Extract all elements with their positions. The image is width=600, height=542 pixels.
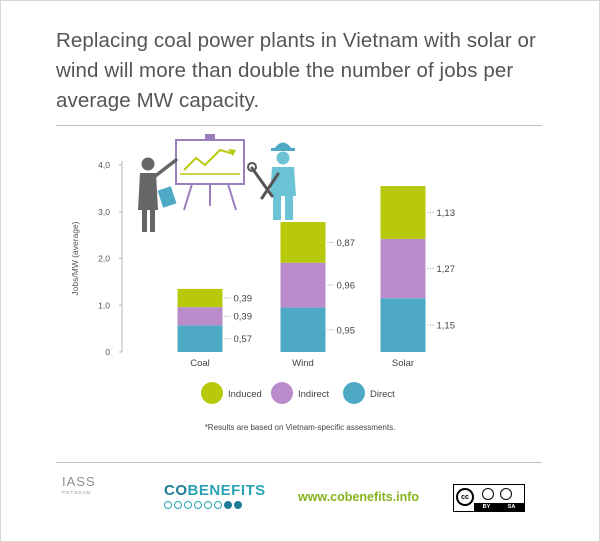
website-link[interactable]: www.cobenefits.info xyxy=(298,490,420,504)
cobenefit-icon xyxy=(164,501,172,509)
cobenefits-logo-text: COBENEFITS xyxy=(164,482,266,499)
legend-swatch-indirect xyxy=(271,382,293,404)
by-person-icon xyxy=(482,488,494,500)
data-label: 0,96 xyxy=(337,281,356,292)
license-band: BY SA xyxy=(474,503,524,511)
presenter-chart-icon xyxy=(138,134,245,232)
license-by: BY xyxy=(482,504,491,510)
cobenefits-logo: COBENEFITS xyxy=(164,482,266,509)
legend-label-direct: Direct xyxy=(370,389,395,400)
legend-swatch-induced xyxy=(201,382,223,404)
stacked-bar-chart: 0 1,0 2,0 3,0 4,0 Jobs/MW (average) 0,57 0,39 0,… xyxy=(70,134,456,404)
cobenefit-icon xyxy=(174,501,182,509)
data-label: 0,87 xyxy=(337,238,356,249)
page-title: Replacing coal power plants in Vietnam w… xyxy=(56,29,536,112)
iass-logo-subtext: POTSDAM xyxy=(62,490,92,495)
bar-indirect xyxy=(280,262,326,308)
bar-induced xyxy=(280,222,326,263)
x-category-label: Solar xyxy=(392,358,414,369)
cobenefits-icon-row xyxy=(164,501,266,509)
bar-indirect xyxy=(380,238,426,299)
iass-logo: IASS POTSDAM xyxy=(62,474,96,495)
data-label: 1,13 xyxy=(437,208,456,219)
y-tick-label: 4,0 xyxy=(98,160,110,170)
x-category-label: Wind xyxy=(292,358,314,369)
footnote: *Results are based on Vietnam-specific a… xyxy=(204,423,396,432)
data-label: 0,57 xyxy=(234,334,253,345)
x-category-label: Coal xyxy=(190,358,210,369)
title-divider xyxy=(56,125,542,126)
legend-swatch-direct xyxy=(343,382,365,404)
bar-induced xyxy=(380,186,426,239)
cobenefit-icon xyxy=(214,501,222,509)
license-sa: SA xyxy=(507,504,516,510)
y-tick-label: 3,0 xyxy=(98,207,110,217)
worker-tools-icon xyxy=(247,142,296,220)
bar-induced xyxy=(177,288,223,308)
legend-label-indirect: Indirect xyxy=(298,389,330,400)
sa-share-icon xyxy=(500,488,512,500)
data-label: 1,15 xyxy=(437,321,456,332)
cobenefit-icon xyxy=(204,501,212,509)
bar-indirect xyxy=(177,307,223,326)
data-label: 1,27 xyxy=(437,264,456,275)
cobenefit-icon xyxy=(234,501,242,509)
y-axis-label: Jobs/MW (average) xyxy=(70,221,80,295)
cc-circle-icon: cc xyxy=(456,488,474,506)
y-tick-label: 0 xyxy=(105,347,110,357)
iass-logo-text: IASS xyxy=(62,474,96,489)
y-tick-label: 2,0 xyxy=(98,254,110,264)
cobenefit-icon xyxy=(194,501,202,509)
footer-divider xyxy=(56,462,542,463)
bar-direct xyxy=(177,325,223,352)
cc-license-icon: cc BY SA xyxy=(453,484,525,512)
data-label: 0,39 xyxy=(234,294,253,305)
legend-label-induced: Induced xyxy=(228,389,262,400)
y-tick-label: 1,0 xyxy=(98,300,110,310)
data-label: 0,39 xyxy=(234,312,253,323)
bar-direct xyxy=(280,307,326,352)
cobenefit-icon xyxy=(184,501,192,509)
data-label: 0,95 xyxy=(337,325,356,336)
cobenefit-icon xyxy=(224,501,232,509)
bar-direct xyxy=(380,298,426,352)
